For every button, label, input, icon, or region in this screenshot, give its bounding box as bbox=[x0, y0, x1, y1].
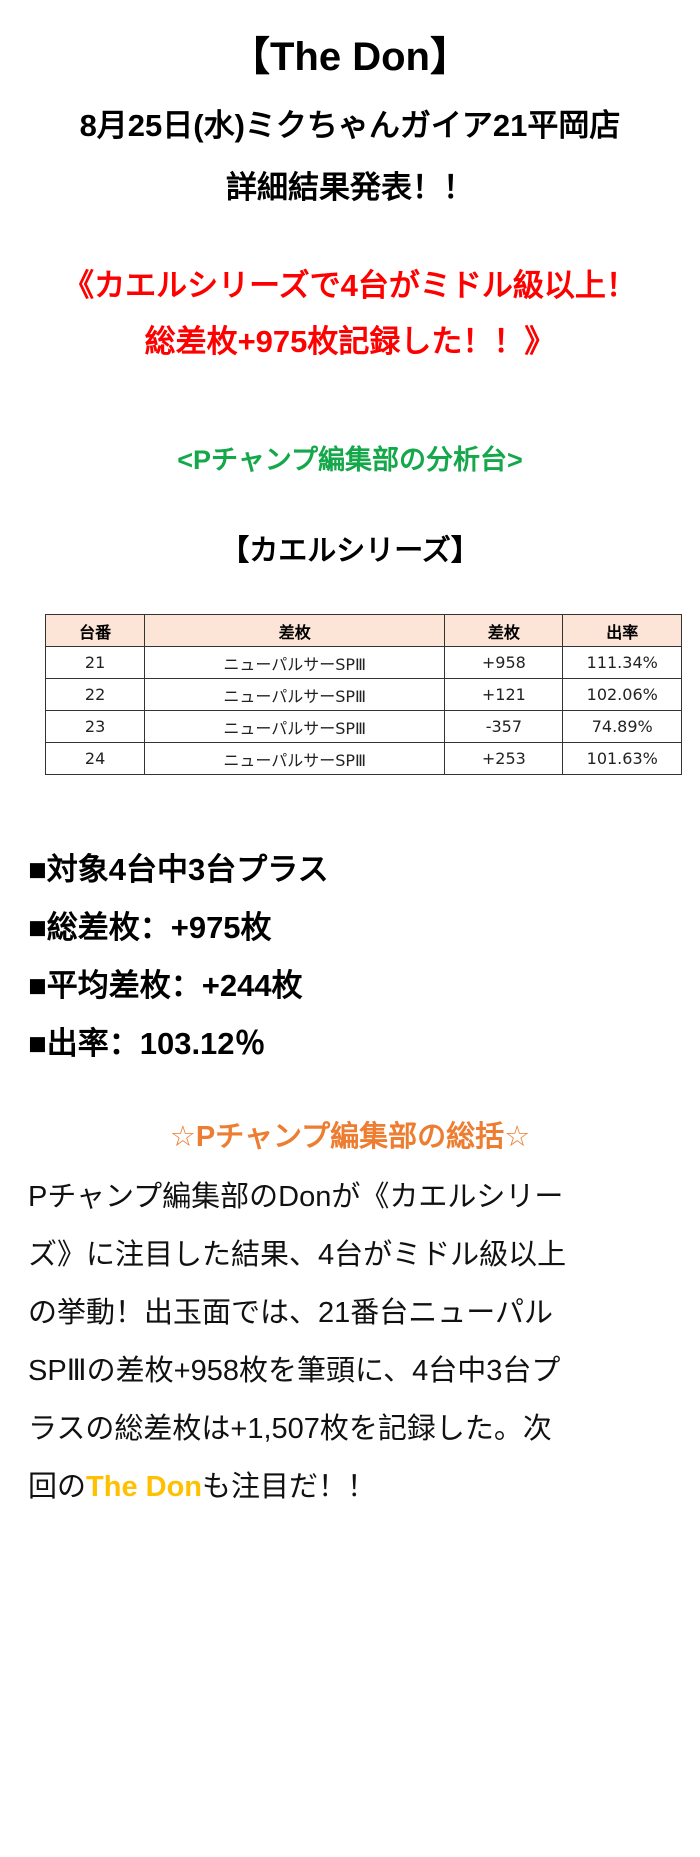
column-header-model: 差枚 bbox=[144, 614, 446, 647]
cell-rate: 102.06% bbox=[562, 678, 682, 711]
summary-average-diff: ■平均差枚：+244枚 bbox=[28, 968, 303, 1003]
conclusion-line: SPⅢの差枚+958枚を筆頭に、4台中3台プ bbox=[28, 1355, 561, 1387]
cell-machine-no: 21 bbox=[44, 646, 146, 679]
column-header-rate: 出率 bbox=[562, 614, 682, 647]
page-title: 【The Don】 bbox=[230, 35, 470, 79]
column-header-machine-no: 台番 bbox=[44, 614, 146, 647]
results-announcement: 詳細結果発表！！ bbox=[226, 170, 474, 205]
cell-machine-no: 24 bbox=[44, 742, 146, 775]
results-table: 台番 差枚 差枚 出率 21 ニューパルサーSPⅢ +958 111.34% 2… bbox=[44, 614, 682, 775]
cell-diff: -357 bbox=[444, 710, 564, 743]
cell-model: ニューパルサーSPⅢ bbox=[144, 742, 446, 775]
conclusion-line: Pチャンプ編集部のDonが《カエルシリー bbox=[28, 1181, 564, 1213]
cell-rate: 111.34% bbox=[562, 646, 682, 679]
headline-line-2: 総差枚+975枚記録した！！》 bbox=[144, 324, 556, 359]
cell-rate: 74.89% bbox=[562, 710, 682, 743]
cell-model: ニューパルサーSPⅢ bbox=[144, 710, 446, 743]
conclusion-line: の挙動！出玉面では、21番台ニューパル bbox=[28, 1297, 553, 1329]
table-row: 21 ニューパルサーSPⅢ +958 111.34% bbox=[44, 646, 682, 679]
table-row: 24 ニューパルサーSPⅢ +253 101.63% bbox=[44, 742, 682, 775]
summary-plus-count: ■対象4台中3台プラス bbox=[28, 852, 329, 887]
conclusion-last-line: 回のThe Donも注目だ！！ bbox=[28, 1458, 678, 1516]
cell-machine-no: 23 bbox=[44, 710, 146, 743]
event-date-store: 8月25日(水)ミクちゃんガイア21平岡店 bbox=[79, 108, 621, 143]
brand-highlight: The Don bbox=[86, 1471, 203, 1503]
conclusion-line: ズ》に注目した結果、4台がミドル級以上 bbox=[28, 1239, 567, 1271]
table-header-row: 台番 差枚 差枚 出率 bbox=[44, 614, 682, 647]
summary-payout-rate: ■出率：103.12％ bbox=[28, 1026, 266, 1061]
cell-diff: +121 bbox=[444, 678, 564, 711]
analysis-section-label: <Pチャンプ編集部の分析台> bbox=[177, 445, 523, 475]
column-header-diff: 差枚 bbox=[444, 614, 564, 647]
series-title: 【カエルシリーズ】 bbox=[220, 535, 480, 567]
table-row: 23 ニューパルサーSPⅢ -357 74.89% bbox=[44, 710, 682, 743]
cell-diff: +253 bbox=[444, 742, 564, 775]
headline-line-1: 《カエルシリーズで4台がミドル級以上！ bbox=[63, 268, 637, 303]
cell-model: ニューパルサーSPⅢ bbox=[144, 646, 446, 679]
cell-diff: +958 bbox=[444, 646, 564, 679]
table-row: 22 ニューパルサーSPⅢ +121 102.06% bbox=[44, 678, 682, 711]
conclusion-last-prefix: 回の bbox=[28, 1471, 87, 1503]
cell-machine-no: 22 bbox=[44, 678, 146, 711]
summary-total-diff: ■総差枚：+975枚 bbox=[28, 910, 272, 945]
cell-model: ニューパルサーSPⅢ bbox=[144, 678, 446, 711]
cell-rate: 101.63% bbox=[562, 742, 682, 775]
conclusion-line: ラスの総差枚は+1,507枚を記録した。次 bbox=[28, 1413, 552, 1445]
conclusion-last-suffix: も注目だ！！ bbox=[202, 1471, 377, 1503]
conclusion-title: ☆Pチャンプ編集部の総括☆ bbox=[169, 1121, 531, 1153]
conclusion-body: Pチャンプ編集部のDonが《カエルシリー ズ》に注目した結果、4台がミドル級以上… bbox=[28, 1168, 678, 1516]
